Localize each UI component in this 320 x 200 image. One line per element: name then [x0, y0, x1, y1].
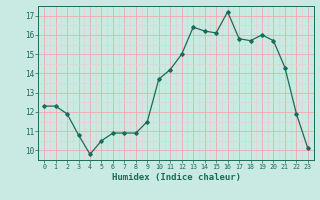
X-axis label: Humidex (Indice chaleur): Humidex (Indice chaleur) — [111, 173, 241, 182]
